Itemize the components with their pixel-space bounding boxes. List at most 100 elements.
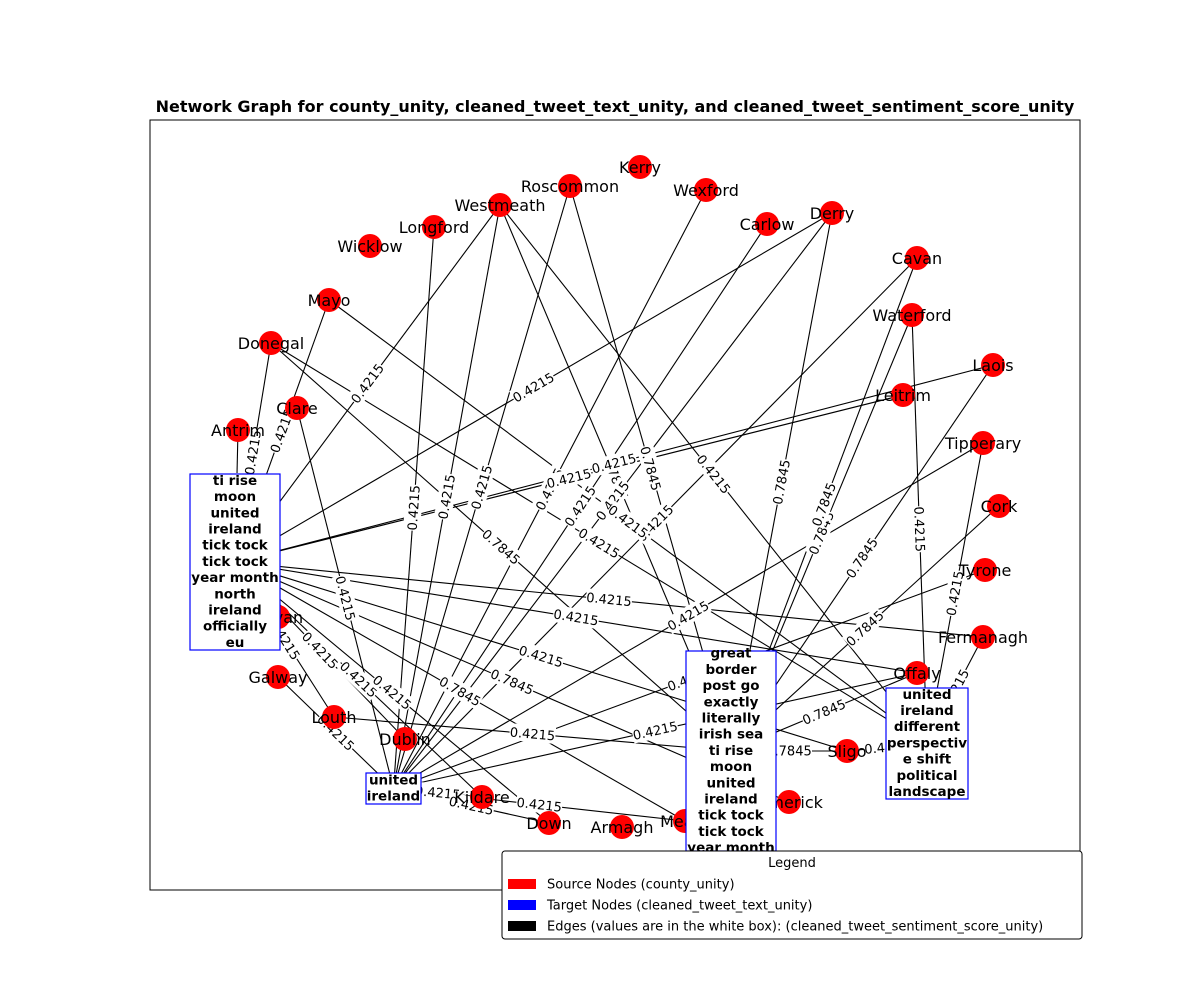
edge-label-box: [515, 793, 564, 816]
target-node-box: [365, 772, 422, 805]
source-node-label: Armagh: [591, 818, 654, 837]
source-node-label: Down: [526, 814, 571, 833]
source-node: Westmeath: [455, 193, 546, 217]
edge-value: 0.4215: [586, 591, 633, 610]
edge-label-box: [575, 523, 624, 563]
edge-value: 0.4215: [910, 506, 927, 552]
target-node-line: tick tock: [698, 824, 764, 840]
edge-label-box: [589, 449, 639, 478]
edge-label-box: [487, 664, 537, 699]
graph-title: Network Graph for county_unity, cleaned_…: [156, 97, 1075, 116]
source-node: Down: [526, 811, 572, 835]
edge-label: 0.4215: [630, 717, 680, 744]
edge-label-box: [841, 533, 882, 582]
legend-item-label: Edges (values are in the white box): (cl…: [547, 920, 1043, 935]
target-node-line: ireland: [704, 792, 757, 808]
source-node-label: Fermanagh: [938, 628, 1028, 647]
target-node-line: ireland: [208, 522, 261, 538]
source-node: Louth: [312, 705, 357, 729]
legend: Legend Source Nodes (county_unity) Target…: [501, 850, 1083, 940]
edge-label-box: [766, 742, 812, 759]
edge-label-box: [544, 464, 594, 492]
source-node: Laois: [972, 353, 1014, 377]
edge-label: 0.4215: [552, 604, 601, 630]
edge-label: 0.4215: [560, 482, 600, 530]
target-node-line: literally: [702, 711, 761, 727]
target-node-line: united: [706, 775, 755, 791]
source-node-dot: [488, 193, 512, 217]
source-node-dot: [628, 155, 652, 179]
target-node-line: political: [896, 768, 957, 784]
source-node-label: Westmeath: [455, 196, 546, 215]
source-node-dot: [422, 215, 446, 239]
edge-label-box: [636, 443, 666, 493]
source-node-label: Tipperary: [944, 434, 1021, 453]
source-node: Tyrone: [958, 558, 1012, 582]
source-node: Wexford: [673, 178, 739, 202]
edge-label: 0.4215: [403, 484, 424, 532]
legend-swatch: [508, 900, 536, 910]
source-node: Offaly: [893, 661, 941, 685]
source-node-dot: [558, 174, 582, 198]
source-node: Cork: [981, 494, 1018, 518]
edge-value: 0.7845: [766, 745, 812, 760]
target-node-line: united: [902, 687, 951, 703]
source-node: Armagh: [591, 815, 654, 839]
source-node-dot: [266, 665, 290, 689]
source-node-label: Leitrim: [875, 386, 931, 405]
source-node-dot: [322, 705, 346, 729]
edge-label-box: [807, 479, 840, 529]
edge-value: 0.4215: [511, 370, 558, 406]
edge-label: 0.4215: [240, 428, 265, 477]
legend-title: Legend: [768, 856, 816, 871]
source-node-dot: [610, 815, 634, 839]
edge-label: 0.7845: [766, 742, 812, 760]
source-node-dot: [971, 431, 995, 455]
source-node-dot: [694, 178, 718, 202]
edge-label-box: [799, 694, 849, 729]
edge-value: 0.4215: [436, 473, 459, 520]
source-node-label: Donegal: [238, 334, 305, 353]
source-node-label: Wexford: [673, 181, 739, 200]
edge-label-box: [433, 472, 459, 521]
source-node: Donegal: [238, 331, 305, 355]
source-node-label: Carlow: [740, 215, 795, 234]
target-node-box: [885, 687, 969, 800]
source-node-dot: [820, 201, 844, 225]
source-node: Waterford: [872, 303, 952, 327]
source-node-label: Kildare: [454, 788, 509, 807]
source-node-label: Tyrone: [958, 561, 1012, 580]
edge-label-box: [403, 484, 424, 532]
edge-label-box: [436, 672, 485, 710]
target-node-line: eu: [226, 635, 245, 651]
source-node-dot: [987, 494, 1011, 518]
source-node: Sligo: [828, 739, 867, 763]
edge-label-box: [516, 641, 566, 671]
target-node-line: ti rise: [213, 473, 257, 489]
source-node: Galway: [248, 665, 308, 689]
source-node: Kildare: [454, 785, 510, 809]
edge-label: 0.4215: [515, 793, 564, 816]
target-node-line: ti rise: [709, 743, 753, 759]
target-node-line: tick tock: [698, 808, 764, 824]
source-node-dot: [905, 246, 929, 270]
source-node-label: Louth: [312, 708, 357, 727]
edge-label: 0.7845: [478, 525, 525, 568]
edge-label: 0.7845: [841, 533, 882, 582]
source-node: Antrim: [211, 418, 265, 442]
source-node-label: Galway: [248, 668, 307, 687]
edge-value: 0.4215: [243, 429, 265, 476]
edge-value: 0.7845: [801, 697, 849, 728]
source-node: Leitrim: [875, 383, 931, 407]
source-node-label: Waterford: [872, 306, 951, 325]
source-node-label: Antrim: [211, 421, 265, 440]
source-node-label: Clare: [276, 399, 318, 418]
source-node-label: Longford: [399, 218, 470, 237]
edge-label: 0.4215: [466, 462, 496, 512]
edge-label-box: [591, 477, 634, 524]
